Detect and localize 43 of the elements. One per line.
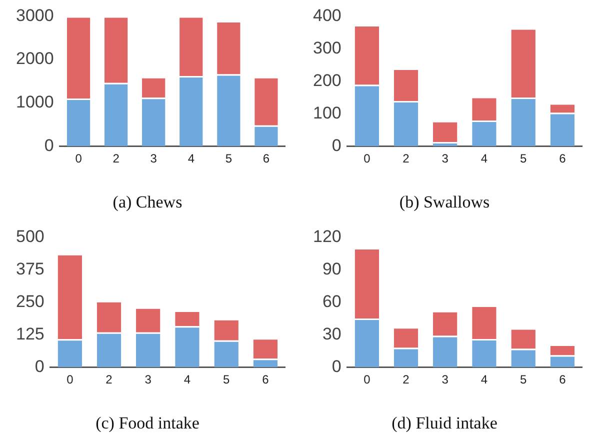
x-tick-label: 5	[520, 152, 527, 166]
text: (a) Chews	[112, 192, 182, 212]
x-tick-label: 3	[442, 372, 449, 387]
x-tick-label: 2	[106, 372, 113, 387]
x-tick-label: 2	[402, 152, 410, 166]
text: (d) Fluid intake	[392, 413, 498, 432]
y-tick-label: 250	[16, 292, 44, 311]
x-tick-label: 2	[402, 372, 410, 387]
x-tick-label: 5	[520, 372, 527, 387]
x-tick-label: 6	[262, 152, 270, 166]
x-tick-label: 0	[364, 372, 371, 387]
y-tick-label: 125	[16, 324, 44, 344]
x-tick-label: 0	[364, 152, 371, 166]
x-tick-label: 5	[222, 372, 230, 387]
x-tick-label: 6	[559, 152, 566, 166]
x-tick-label: 2	[112, 152, 120, 166]
y-tick-label: 375	[16, 259, 44, 278]
y-tick-label: 3000	[16, 6, 54, 25]
y-tick-label: 200	[312, 70, 342, 90]
text: (b) Swallows	[399, 192, 490, 212]
y-tick-label: 2000	[16, 49, 54, 68]
y-tick-label: 100	[312, 103, 342, 122]
x-tick-label: 6	[262, 372, 270, 387]
x-tick-label: 5	[225, 152, 232, 166]
y-tick-label: 30	[322, 324, 342, 344]
y-tick-label: 90	[322, 259, 342, 278]
text: (c) Food intake	[96, 413, 200, 432]
x-tick-label: 0	[66, 372, 74, 387]
x-tick-label: 4	[184, 372, 191, 387]
y-tick-label: 400	[312, 6, 342, 25]
x-tick-label: 4	[188, 152, 195, 166]
x-tick-label: 3	[150, 152, 158, 166]
x-tick-label: 4	[480, 372, 488, 387]
y-tick-label: 500	[16, 226, 44, 246]
x-tick-label: 3	[144, 372, 152, 387]
y-tick-label: 300	[312, 38, 342, 58]
y-tick-label: 120	[312, 226, 342, 246]
y-tick-label: 60	[322, 292, 342, 311]
x-tick-label: 6	[559, 372, 566, 387]
x-tick-label: 0	[75, 152, 82, 166]
x-tick-label: 4	[480, 152, 488, 166]
y-tick-label: 1000	[16, 92, 54, 112]
x-tick-label: 3	[442, 152, 449, 166]
